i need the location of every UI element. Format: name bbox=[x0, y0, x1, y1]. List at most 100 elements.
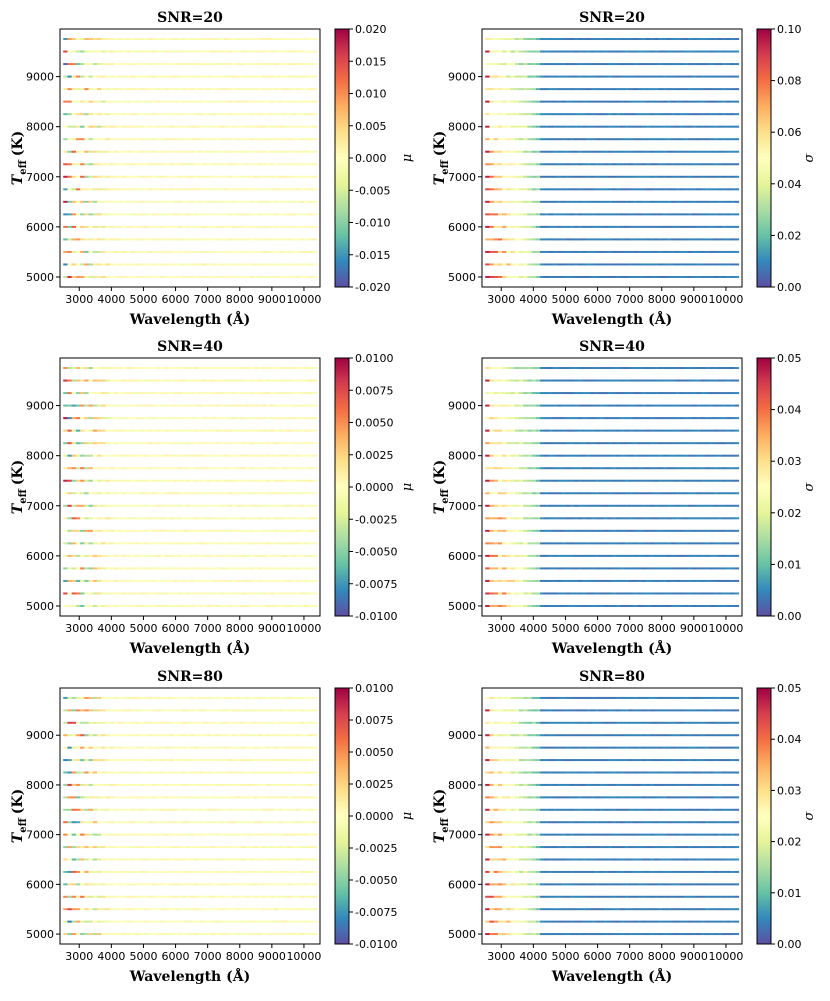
heat-cell bbox=[506, 76, 511, 78]
heat-cell bbox=[169, 226, 174, 228]
heat-cell bbox=[220, 580, 225, 582]
heat-cell bbox=[549, 126, 554, 128]
heat-cell bbox=[101, 492, 106, 494]
heat-cell bbox=[730, 238, 735, 240]
heat-cell bbox=[726, 492, 731, 494]
heat-cell bbox=[642, 380, 647, 382]
heat-cell bbox=[595, 151, 600, 153]
heat-cell bbox=[515, 517, 520, 519]
colorbar-tick-label: 0.000 bbox=[355, 152, 387, 165]
heat-cell bbox=[532, 492, 537, 494]
heat-cell bbox=[89, 517, 94, 519]
heat-cell bbox=[502, 163, 507, 165]
heat-cell bbox=[608, 380, 613, 382]
heat-cell bbox=[177, 605, 182, 607]
heat-cell bbox=[67, 467, 72, 469]
heat-cell bbox=[561, 567, 566, 569]
heat-cell bbox=[502, 592, 507, 594]
heat-cell bbox=[578, 263, 583, 265]
heat-cell bbox=[697, 530, 702, 532]
heat-cell bbox=[671, 276, 676, 278]
heat-cell bbox=[625, 492, 630, 494]
heat-cell bbox=[654, 213, 659, 215]
heat-cell bbox=[633, 263, 638, 265]
teff-row-5500 bbox=[63, 251, 317, 253]
heat-cell bbox=[625, 251, 630, 253]
heat-cell bbox=[203, 188, 208, 190]
heat-cell bbox=[642, 126, 647, 128]
heat-cell bbox=[519, 151, 524, 153]
heat-cell bbox=[313, 251, 318, 253]
heat-cell bbox=[97, 392, 102, 394]
heat-cell bbox=[599, 430, 604, 432]
heat-cell bbox=[241, 505, 246, 507]
heat-cell bbox=[80, 580, 85, 582]
heat-cell bbox=[616, 592, 621, 594]
heat-cell bbox=[110, 201, 115, 203]
heat-cell bbox=[570, 592, 575, 594]
heat-cell bbox=[578, 163, 583, 165]
heat-cell bbox=[186, 76, 191, 78]
heat-cell bbox=[245, 188, 250, 190]
heat-cell bbox=[245, 76, 250, 78]
heat-cell bbox=[726, 517, 731, 519]
heat-cell bbox=[532, 163, 537, 165]
heat-cell bbox=[730, 592, 735, 594]
heat-cell bbox=[730, 201, 735, 203]
heat-cell bbox=[595, 251, 600, 253]
heat-cell bbox=[270, 592, 275, 594]
heat-cell bbox=[502, 567, 507, 569]
heat-cell bbox=[291, 367, 296, 369]
heat-cell bbox=[629, 38, 634, 40]
heat-cell bbox=[194, 276, 199, 278]
heat-cell bbox=[566, 76, 571, 78]
heat-cell bbox=[275, 405, 280, 407]
heat-cell bbox=[633, 492, 638, 494]
heat-cell bbox=[587, 251, 592, 253]
heat-cell bbox=[207, 505, 212, 507]
heat-cell bbox=[211, 392, 216, 394]
heat-cell bbox=[224, 151, 229, 153]
heat-cell bbox=[279, 201, 284, 203]
heat-cell bbox=[63, 163, 68, 165]
heat-cell bbox=[688, 492, 693, 494]
heat-cell bbox=[232, 213, 237, 215]
heat-cell bbox=[232, 38, 237, 40]
heat-cell bbox=[114, 467, 119, 469]
heat-cell bbox=[620, 51, 625, 53]
heat-cell bbox=[663, 88, 668, 90]
heat-cell bbox=[110, 367, 115, 369]
heat-cell bbox=[253, 51, 258, 53]
heat-cell bbox=[266, 367, 271, 369]
heat-cell bbox=[165, 176, 170, 178]
heat-cell bbox=[241, 442, 246, 444]
heat-cell bbox=[578, 88, 583, 90]
heat-cell bbox=[118, 430, 123, 432]
heat-cell bbox=[275, 226, 280, 228]
heat-cell bbox=[72, 276, 77, 278]
heat-cell bbox=[160, 38, 165, 40]
heat-cell bbox=[127, 417, 132, 419]
heat-cell bbox=[131, 263, 136, 265]
heat-cell bbox=[616, 88, 621, 90]
heat-cell bbox=[296, 542, 301, 544]
heat-cell bbox=[574, 480, 579, 482]
heat-cell bbox=[72, 113, 77, 115]
heat-cell bbox=[523, 138, 528, 140]
heat-cell bbox=[494, 163, 499, 165]
heat-cell bbox=[561, 163, 566, 165]
heat-cell bbox=[215, 238, 220, 240]
y-tick-label: 6000 bbox=[26, 550, 54, 563]
heat-cell bbox=[300, 592, 305, 594]
heat-cell bbox=[313, 430, 318, 432]
heat-cell bbox=[207, 480, 212, 482]
heat-cell bbox=[684, 405, 689, 407]
heat-cell bbox=[595, 605, 600, 607]
heat-cell bbox=[224, 367, 229, 369]
heat-cell bbox=[177, 392, 182, 394]
teff-row-8000 bbox=[485, 455, 739, 457]
heat-cell bbox=[570, 276, 575, 278]
y-tick-label: 7000 bbox=[26, 500, 54, 513]
heat-cell bbox=[296, 442, 301, 444]
heat-cell bbox=[279, 480, 284, 482]
